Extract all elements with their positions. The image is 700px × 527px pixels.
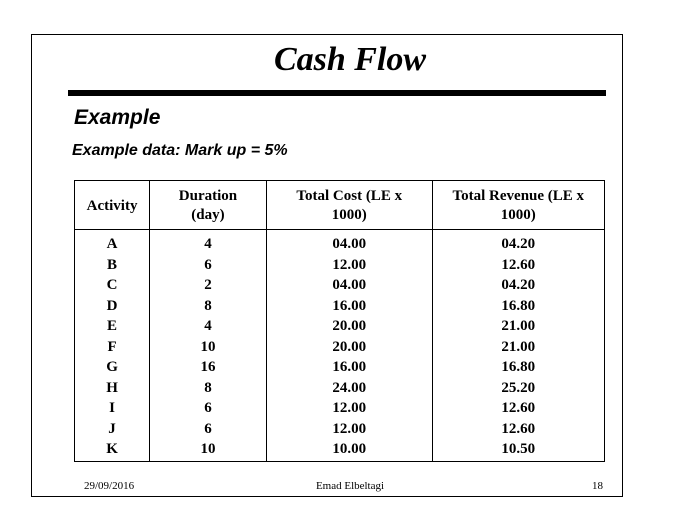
cell-revenue: 04.20 [431, 275, 606, 296]
cell-cost: 12.00 [265, 398, 433, 419]
title-underline [68, 90, 606, 96]
cell-cost: 16.00 [265, 357, 433, 378]
table-row: H 8 24.00 25.20 [73, 377, 606, 398]
header-cost-line1: Total Cost (LE x [296, 188, 403, 204]
cell-activity: F [73, 336, 151, 357]
cell-cost: 20.00 [265, 336, 433, 357]
cell-activity: H [73, 377, 151, 398]
header-revenue-line2: 1000) [500, 207, 536, 223]
cell-cost: 04.00 [265, 229, 433, 255]
cell-duration: 2 [149, 275, 267, 296]
cell-duration: 8 [149, 377, 267, 398]
cell-activity: B [73, 254, 151, 275]
cell-duration: 8 [149, 295, 267, 316]
cell-duration: 4 [149, 229, 267, 255]
cell-activity: J [73, 418, 151, 439]
footer-author: Emad Elbeltagi [315, 480, 385, 492]
cell-revenue: 10.50 [431, 439, 606, 462]
table-row: G 16 16.00 16.80 [73, 357, 606, 378]
cell-cost: 16.00 [265, 295, 433, 316]
slide-title: Cash Flow [273, 41, 427, 78]
table-row: C 2 04.00 04.20 [73, 275, 606, 296]
cell-cost: 04.00 [265, 275, 433, 296]
cell-activity: A [73, 229, 151, 255]
cell-revenue: 12.60 [431, 418, 606, 439]
cell-revenue: 16.80 [431, 295, 606, 316]
header-total-revenue: Total Revenue (LE x 1000) [431, 180, 606, 230]
table-body: A 4 04.00 04.20 B 6 12.00 12.60 C 2 04.00 04.20 D 8 16… [73, 229, 606, 462]
cell-duration: 10 [149, 336, 267, 357]
header-total-cost: Total Cost (LE x 1000) [265, 180, 433, 230]
cell-cost: 12.00 [265, 418, 433, 439]
header-duration-line2: (day) [191, 207, 225, 223]
cell-duration: 4 [149, 316, 267, 337]
cell-activity: K [73, 439, 151, 462]
cell-duration: 6 [149, 418, 267, 439]
header-duration-line1: Duration [178, 188, 238, 204]
table-row: F 10 20.00 21.00 [73, 336, 606, 357]
cell-activity: E [73, 316, 151, 337]
header-activity-label: Activity [86, 197, 138, 214]
activity-table: Activity Duration (day) Total Cost (LE x… [73, 180, 606, 462]
table-row: J 6 12.00 12.60 [73, 418, 606, 439]
table-row: E 4 20.00 21.00 [73, 316, 606, 337]
cell-activity: C [73, 275, 151, 296]
cell-activity: I [73, 398, 151, 419]
slide-subtitle: Example [74, 106, 161, 129]
cell-cost: 20.00 [265, 316, 433, 337]
table-row: D 8 16.00 16.80 [73, 295, 606, 316]
header-revenue-line1: Total Revenue (LE x [452, 188, 585, 204]
cell-duration: 6 [149, 254, 267, 275]
slide-frame [31, 34, 623, 497]
table-row: K 10 10.00 10.50 [73, 439, 606, 462]
table-row: A 4 04.00 04.20 [73, 229, 606, 255]
cell-revenue: 21.00 [431, 316, 606, 337]
cell-duration: 10 [149, 439, 267, 462]
header-activity: Activity [73, 180, 151, 230]
cell-revenue: 12.60 [431, 398, 606, 419]
page-number: 18 [592, 480, 603, 492]
cell-activity: D [73, 295, 151, 316]
cell-revenue: 04.20 [431, 229, 606, 255]
cell-cost: 24.00 [265, 377, 433, 398]
table-row: I 6 12.00 12.60 [73, 398, 606, 419]
cell-revenue: 25.20 [431, 377, 606, 398]
table-row: B 6 12.00 12.60 [73, 254, 606, 275]
cell-revenue: 21.00 [431, 336, 606, 357]
cell-duration: 6 [149, 398, 267, 419]
footer-date: 29/09/2016 [84, 480, 135, 492]
cell-activity: G [73, 357, 151, 378]
cell-revenue: 16.80 [431, 357, 606, 378]
cell-revenue: 12.60 [431, 254, 606, 275]
cell-cost: 10.00 [265, 439, 433, 462]
header-duration: Duration (day) [149, 180, 267, 230]
header-cost-line2: 1000) [331, 207, 367, 223]
table-header-row: Activity Duration (day) Total Cost (LE x… [73, 180, 606, 230]
cell-duration: 16 [149, 357, 267, 378]
cell-cost: 12.00 [265, 254, 433, 275]
example-note: Example data: Mark up = 5% [72, 142, 288, 159]
